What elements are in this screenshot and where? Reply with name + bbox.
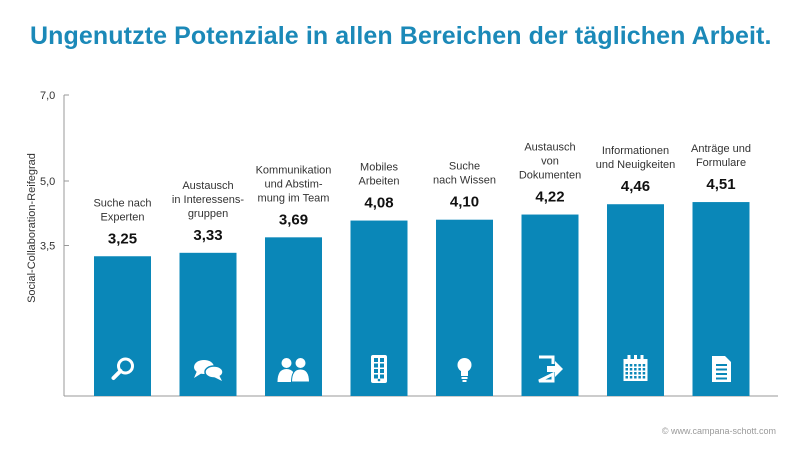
bar <box>265 237 322 396</box>
category-label: Experten <box>100 211 144 223</box>
category-label: Mobiles <box>360 162 398 174</box>
category-label: Informationen <box>602 145 669 157</box>
bar <box>521 214 579 396</box>
bar-value-label: 4,10 <box>450 194 479 211</box>
bar-value-label: 3,33 <box>193 227 222 244</box>
category-label: Formulare <box>696 157 746 169</box>
bar-value-label: 4,46 <box>621 178 650 195</box>
calendar-icon <box>623 355 648 381</box>
bar-value-label: 3,69 <box>279 211 308 228</box>
category-label: und Neuigkeiten <box>596 159 676 171</box>
search-icon <box>111 357 134 380</box>
bar-group: 4,08 Mobiles Arbeiten <box>350 162 408 396</box>
bar-group: 3,25 Suche nach Experten <box>93 197 152 396</box>
bar-value-label: 4,22 <box>535 189 564 206</box>
category-label: Dokumenten <box>519 170 581 182</box>
bar-value-label: 4,08 <box>364 195 393 212</box>
bar-group: 3,33 Austausch in Interessens-gruppen <box>172 180 244 396</box>
bar-group: 4,51 Anträge und Formulare <box>691 143 751 396</box>
y-tick-label: 7,0 <box>40 90 55 102</box>
category-label: Arbeiten <box>359 176 400 188</box>
category-label: Austausch <box>182 180 233 192</box>
bar-group: 4,22 Austausch von Dokumenten <box>519 142 581 396</box>
bar-group: 3,69 Kommunikation und Abstim-mung im Team <box>256 164 332 396</box>
bar-group: 4,46 Informationen und Neuigkeiten <box>596 145 676 396</box>
y-tick-label: 5,0 <box>40 176 55 188</box>
chart-title: Ungenutzte Potenziale in allen Bereichen… <box>30 22 772 50</box>
copyright-footer: © www.campana-schott.com <box>661 426 776 436</box>
bar-value-label: 3,25 <box>108 230 137 247</box>
category-label: nach Wissen <box>433 175 496 187</box>
category-label: und Abstim- <box>264 178 322 190</box>
document-share-icon <box>538 355 563 383</box>
bar-group: 4,10 Suche nach Wissen <box>433 161 496 396</box>
category-label: von <box>541 156 559 168</box>
lightbulb-icon <box>457 358 472 382</box>
category-label: in Interessens- <box>172 194 244 206</box>
chat-bubbles-icon <box>194 360 224 381</box>
category-label: Suche nach <box>93 197 151 209</box>
category-label: Suche <box>449 161 480 173</box>
category-label: Kommunikation <box>256 164 332 176</box>
bar-value-label: 4,51 <box>706 176 735 193</box>
mobile-device-icon <box>371 355 387 383</box>
y-tick-label: 3,5 <box>40 241 55 253</box>
category-label: Austausch <box>524 142 575 154</box>
bar <box>94 256 151 396</box>
category-label: mung im Team <box>258 192 330 204</box>
form-document-icon <box>712 356 731 382</box>
people-icon <box>277 358 311 383</box>
category-label: Anträge und <box>691 143 751 155</box>
category-label: gruppen <box>188 208 228 220</box>
